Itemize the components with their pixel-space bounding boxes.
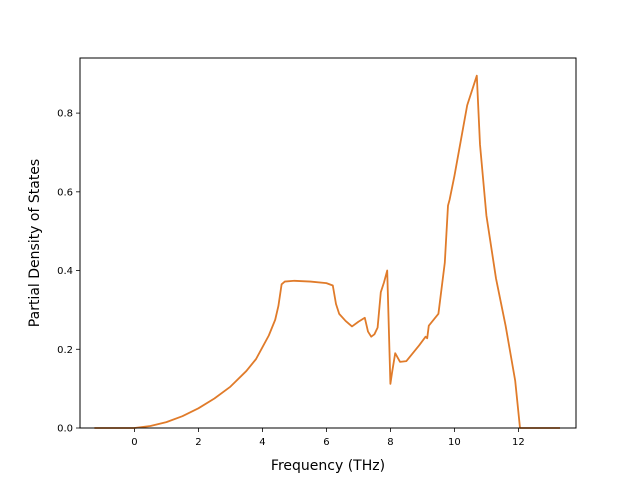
y-tick-label: 0.4 (57, 266, 73, 277)
x-tick-label: 6 (323, 437, 329, 448)
x-tick-label: 0 (131, 437, 137, 448)
plot-background (80, 58, 576, 428)
x-axis-ticks: 0 2 4 6 8 10 12 (131, 428, 525, 448)
x-axis-label: Frequency (THz) (271, 458, 385, 474)
y-tick-label: 0.2 (57, 345, 73, 356)
x-tick-label: 2 (195, 437, 201, 448)
y-tick-label: 0.6 (57, 187, 73, 198)
x-tick-label: 10 (448, 437, 461, 448)
pdos-series-line (94, 74, 560, 429)
y-axis-label: Partial Density of States (27, 159, 43, 327)
y-axis-ticks: 0.0 0.2 0.4 0.6 0.8 (57, 109, 80, 435)
x-tick-label: 8 (387, 437, 393, 448)
x-tick-label: 4 (259, 437, 265, 448)
y-tick-label: 0.8 (57, 109, 73, 120)
series-group (94, 74, 560, 429)
plot-frame (79, 57, 577, 429)
x-tick-label: 12 (512, 437, 525, 448)
y-tick-label: 0.0 (57, 424, 73, 435)
